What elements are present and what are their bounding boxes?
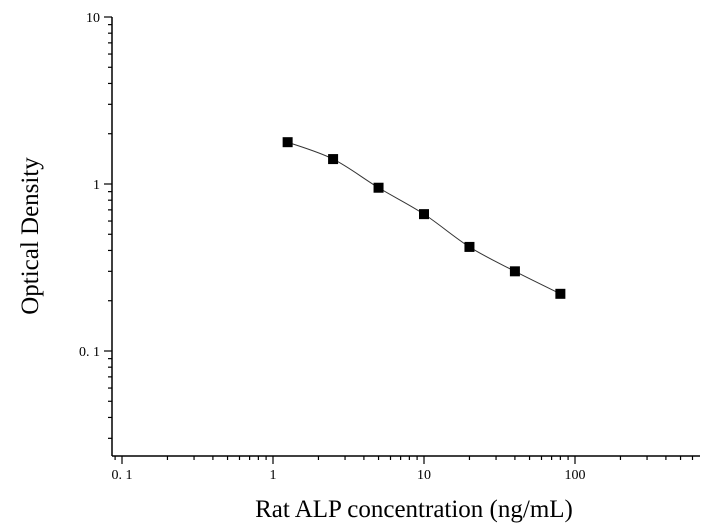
y-axis-title: Optical Density [17,157,44,315]
data-point [282,137,293,148]
data-point [373,182,384,193]
data-point [419,209,429,220]
x-tick-label: 100 [565,468,586,483]
x-tick-label: 0. 1 [112,468,133,483]
x-tick-label: 1 [270,468,277,483]
y-tick-label: 1 [93,178,100,193]
tick-labels: 0. 1 1 10 100 0. 1 1 10 [79,11,586,483]
data-point [328,154,339,165]
y-tick-label: 0. 1 [79,345,100,360]
data-point [555,288,566,299]
x-tick-label: 10 [417,468,431,483]
axes [111,17,700,457]
data-point [509,266,520,277]
points-layer [282,137,566,299]
data-point [464,241,475,252]
y-tick-label: 10 [86,11,100,26]
ticks [104,16,694,464]
x-axis-title: Rat ALP concentration (ng/mL) [255,496,573,523]
